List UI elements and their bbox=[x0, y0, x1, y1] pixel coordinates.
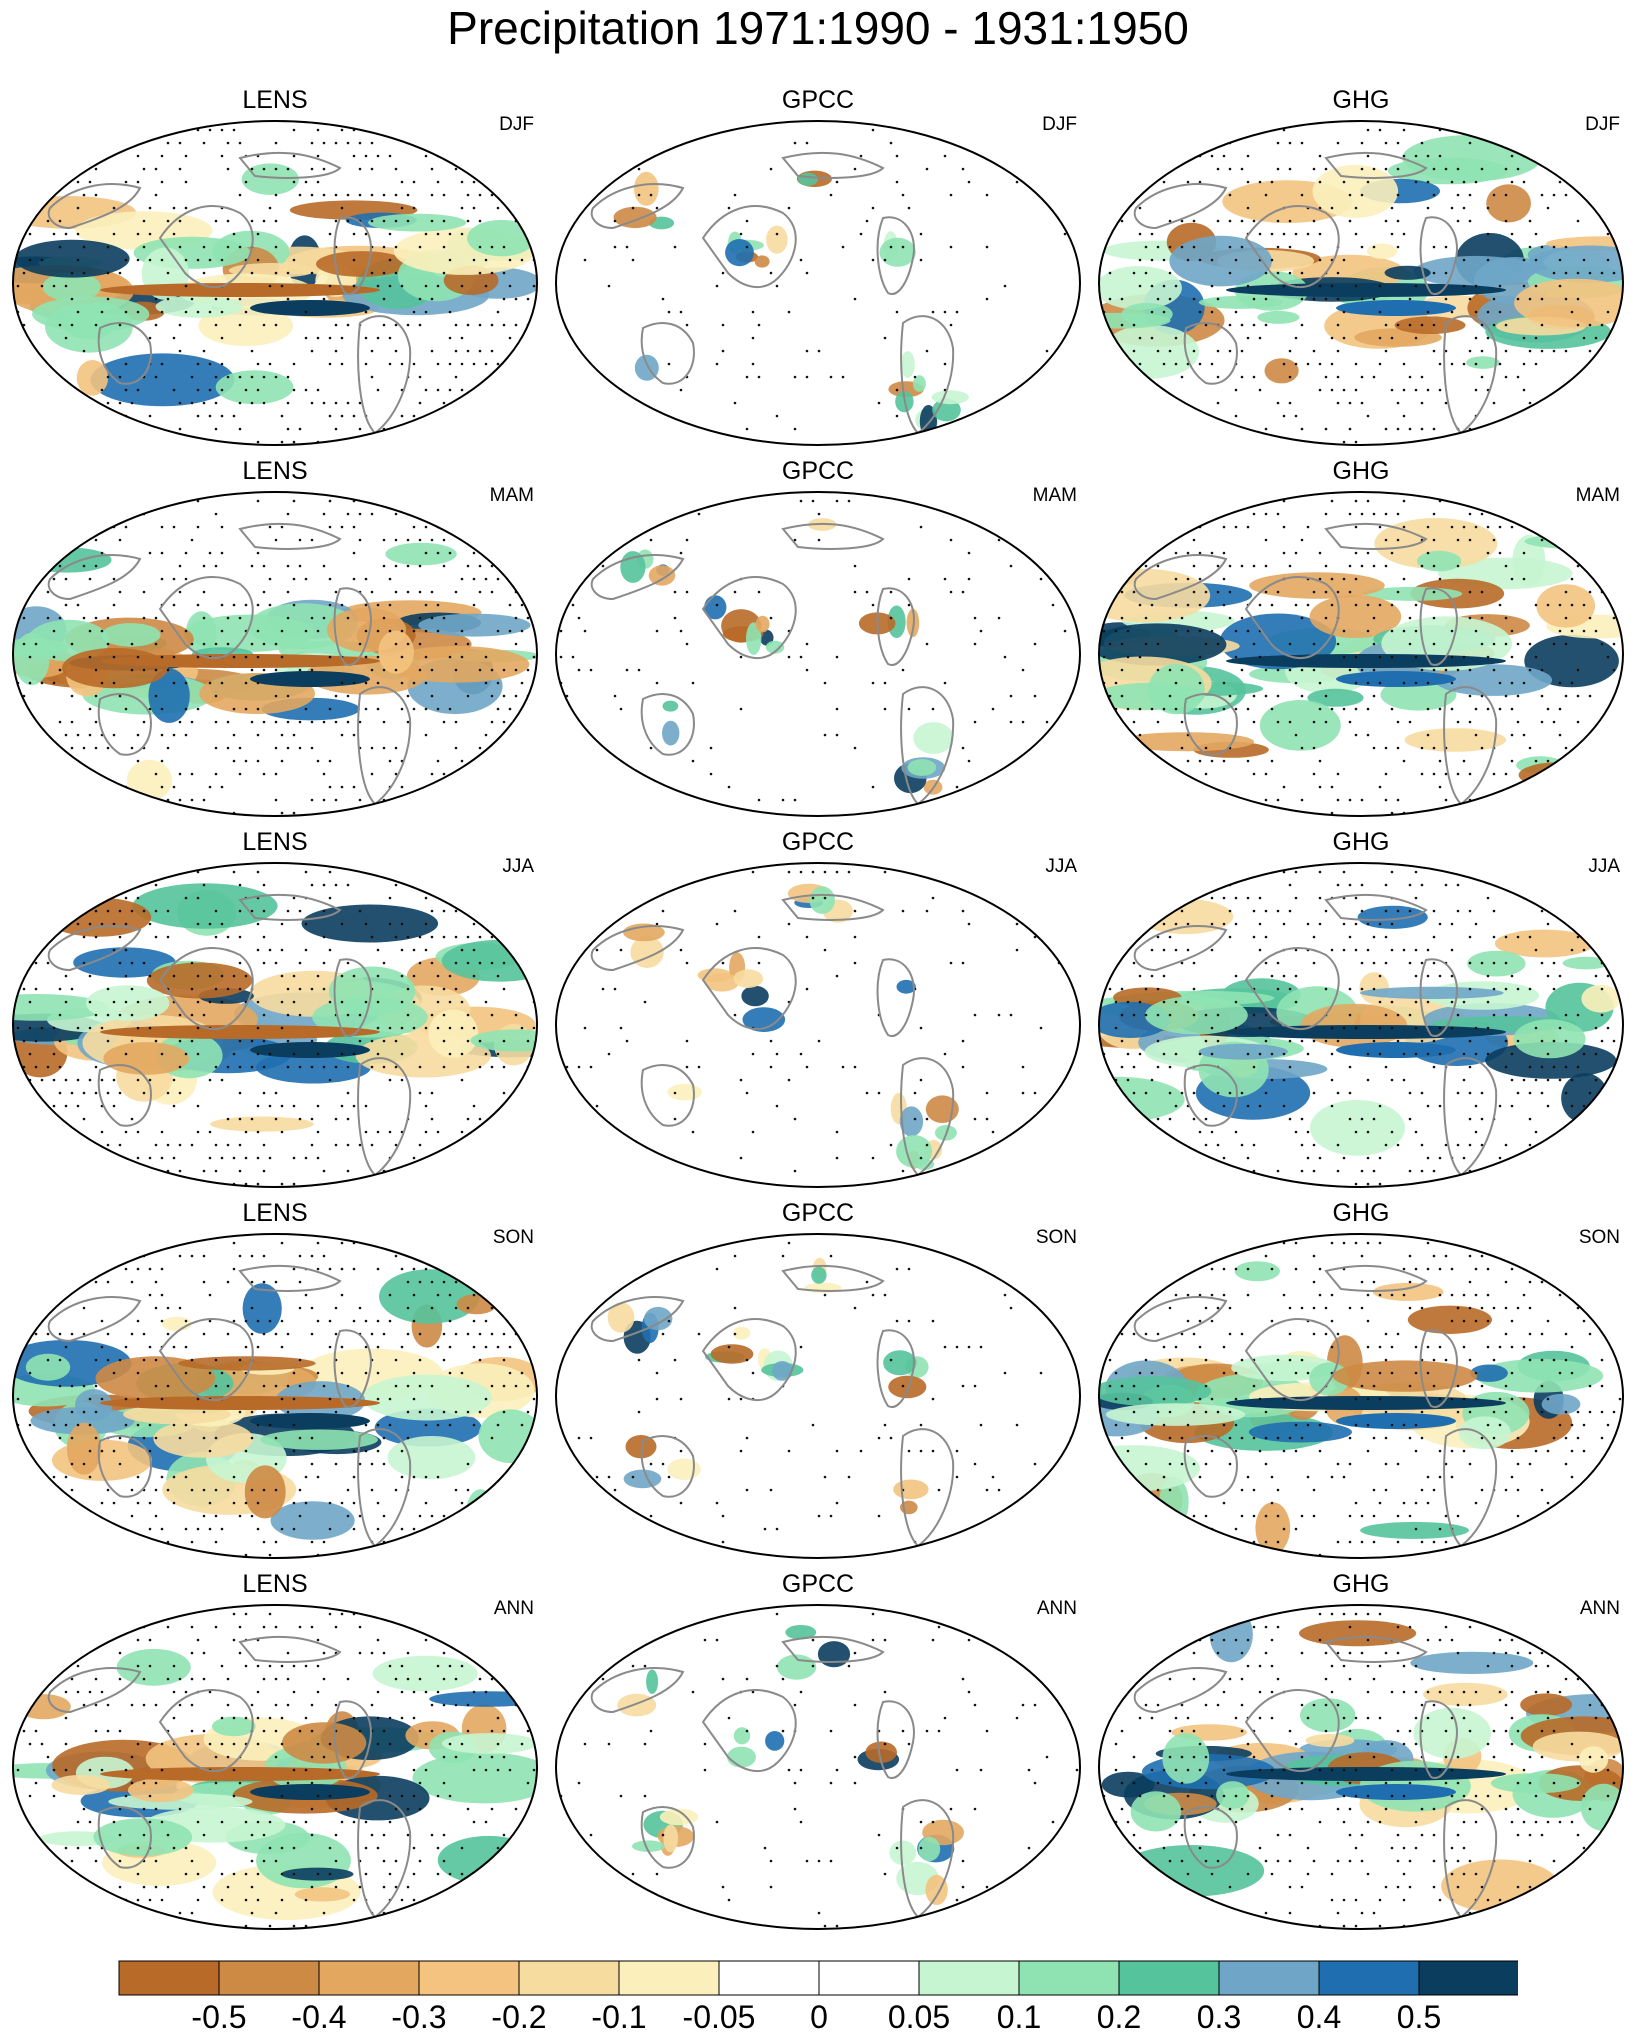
map-panel-lens-djf bbox=[12, 120, 538, 446]
map-panel-gpcc-son bbox=[555, 1233, 1081, 1559]
map-panel-ghg-son bbox=[1098, 1233, 1624, 1559]
panel-title: LENS bbox=[242, 1199, 308, 1227]
season-label: JJA bbox=[502, 856, 534, 877]
season-label: DJF bbox=[499, 114, 534, 135]
season-label: JJA bbox=[1045, 856, 1077, 877]
colorbar-box bbox=[418, 1960, 520, 1996]
figure-title: Precipitation 1971:1990 - 1931:1950 bbox=[447, 2, 1189, 54]
colorbar-tick-label: 0.4 bbox=[1296, 1999, 1342, 2035]
map-panel-ghg-djf bbox=[1098, 120, 1624, 446]
panel-title: GHG bbox=[1332, 86, 1390, 114]
map-panel-ghg-jja bbox=[1098, 862, 1624, 1188]
colorbar-box bbox=[1018, 1960, 1120, 1996]
season-label: DJF bbox=[1585, 114, 1620, 135]
colorbar-tick-label: 0.3 bbox=[1196, 1999, 1242, 2035]
map-panel-lens-jja bbox=[12, 862, 538, 1188]
colorbar-tick-label: -0.2 bbox=[491, 1999, 547, 2035]
colorbar-tick-label: 0.1 bbox=[996, 1999, 1042, 2035]
colorbar-tick-label: -0.4 bbox=[291, 1999, 347, 2035]
colorbar-tick-label: 0 bbox=[810, 1999, 828, 2035]
colorbar-tick-label: 0.05 bbox=[887, 1999, 951, 2035]
season-label: SON bbox=[492, 1227, 534, 1248]
colorbar-box bbox=[818, 1960, 920, 1996]
map-panel-lens-son bbox=[12, 1233, 538, 1559]
colorbar-box bbox=[118, 1960, 220, 1996]
colorbar-box bbox=[618, 1960, 720, 1996]
map-panel-lens-mam bbox=[12, 491, 538, 817]
colorbar-tick-label: -0.1 bbox=[591, 1999, 647, 2035]
panel-title: LENS bbox=[242, 86, 308, 114]
season-label: ANN bbox=[493, 1598, 534, 1619]
season-label: SON bbox=[1578, 1227, 1620, 1248]
map-panel-ghg-ann bbox=[1098, 1604, 1624, 1930]
panel-title: GHG bbox=[1332, 457, 1390, 485]
colorbar-tick-label: -0.05 bbox=[682, 1999, 756, 2035]
colorbar-tick-label: 0.2 bbox=[1096, 1999, 1142, 2035]
colorbar-box bbox=[918, 1960, 1020, 1996]
map-panel-gpcc-mam bbox=[555, 491, 1081, 817]
colorbar-tick-label: -0.3 bbox=[391, 1999, 447, 2035]
colorbar bbox=[118, 1960, 1518, 1996]
season-label: MAM bbox=[1575, 485, 1620, 506]
season-label: MAM bbox=[1032, 485, 1077, 506]
colorbar-box bbox=[218, 1960, 320, 1996]
season-label: MAM bbox=[489, 485, 534, 506]
colorbar-box bbox=[718, 1960, 820, 1996]
colorbar-box bbox=[518, 1960, 620, 1996]
panel-title: GPCC bbox=[781, 457, 855, 485]
map-panel-gpcc-djf bbox=[555, 120, 1081, 446]
season-label: SON bbox=[1035, 1227, 1077, 1248]
colorbar-tick-label: 0.5 bbox=[1396, 1999, 1442, 2035]
season-label: DJF bbox=[1042, 114, 1077, 135]
panel-title: GHG bbox=[1332, 1570, 1390, 1598]
season-label: ANN bbox=[1579, 1598, 1620, 1619]
panel-title: LENS bbox=[242, 457, 308, 485]
panel-title: GPCC bbox=[781, 828, 855, 856]
map-panel-ghg-mam bbox=[1098, 491, 1624, 817]
panel-title: LENS bbox=[242, 828, 308, 856]
panel-title: GPCC bbox=[781, 86, 855, 114]
colorbar-box bbox=[1118, 1960, 1220, 1996]
panel-title: GPCC bbox=[781, 1199, 855, 1227]
map-panel-gpcc-ann bbox=[555, 1604, 1081, 1930]
colorbar-box bbox=[318, 1960, 420, 1996]
colorbar-tick-label: -0.5 bbox=[191, 1999, 247, 2035]
map-panel-lens-ann bbox=[12, 1604, 538, 1930]
colorbar-box bbox=[1318, 1960, 1420, 1996]
season-label: JJA bbox=[1588, 856, 1620, 877]
panel-title: GPCC bbox=[781, 1570, 855, 1598]
colorbar-box bbox=[1418, 1960, 1518, 1996]
season-label: ANN bbox=[1036, 1598, 1077, 1619]
panel-title: LENS bbox=[242, 1570, 308, 1598]
panel-title: GHG bbox=[1332, 1199, 1390, 1227]
map-panel-gpcc-jja bbox=[555, 862, 1081, 1188]
panel-title: GHG bbox=[1332, 828, 1390, 856]
colorbar-box bbox=[1218, 1960, 1320, 1996]
